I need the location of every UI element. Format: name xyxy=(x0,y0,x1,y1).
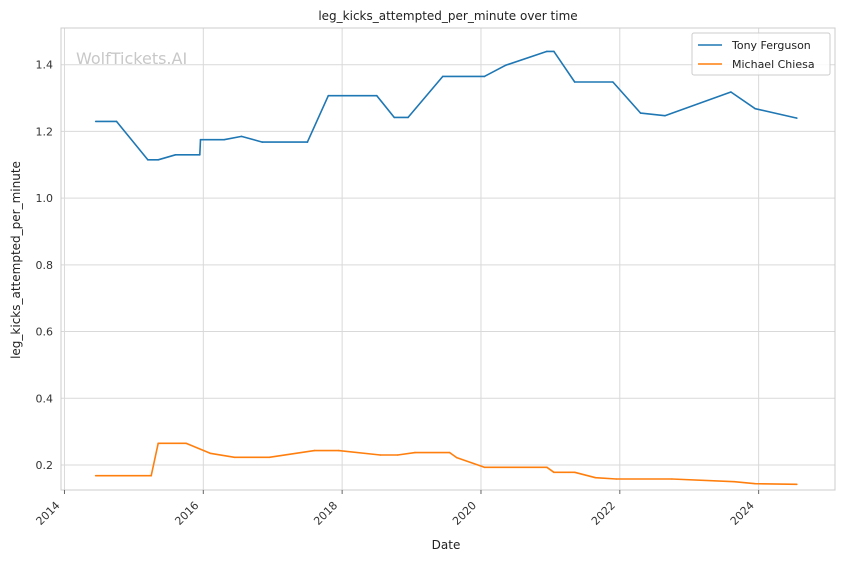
data-point-michael-chiesa xyxy=(233,456,236,459)
legend-label-tony-ferguson: Tony Ferguson xyxy=(731,39,811,52)
data-point-michael-chiesa xyxy=(483,466,486,469)
data-point-tony-ferguson xyxy=(261,141,264,143)
y-tick-label: 0.6 xyxy=(36,326,54,339)
data-point-michael-chiesa xyxy=(157,442,159,445)
data-point-michael-chiesa xyxy=(553,471,555,474)
chart-title: leg_kicks_attempted_per_minute over time xyxy=(318,9,577,23)
data-point-tony-ferguson xyxy=(754,107,756,110)
y-tick-label: 1.0 xyxy=(36,192,54,205)
data-point-michael-chiesa xyxy=(396,454,399,456)
y-axis-ticks: 0.2 0.4 0.6 0.8 1.0 1.2 1.4 xyxy=(36,59,54,472)
data-point-michael-chiesa xyxy=(733,480,736,483)
data-point-michael-chiesa xyxy=(209,452,211,455)
data-point-michael-chiesa xyxy=(337,449,340,452)
data-point-tony-ferguson xyxy=(327,94,330,97)
data-point-tony-ferguson xyxy=(504,64,507,67)
data-point-tony-ferguson xyxy=(174,154,177,156)
data-point-tony-ferguson xyxy=(639,112,642,114)
data-point-tony-ferguson xyxy=(240,135,243,138)
data-point-tony-ferguson xyxy=(664,114,666,117)
data-point-michael-chiesa xyxy=(594,476,597,479)
data-point-michael-chiesa xyxy=(573,471,576,474)
data-point-michael-chiesa xyxy=(313,449,316,452)
data-point-michael-chiesa xyxy=(671,478,673,480)
data-point-michael-chiesa xyxy=(448,451,451,454)
y-tick-label: 0.4 xyxy=(36,392,54,405)
data-point-michael-chiesa xyxy=(754,482,756,485)
data-point-tony-ferguson xyxy=(483,75,486,78)
data-point-tony-ferguson xyxy=(306,141,309,143)
y-tick-label: 1.4 xyxy=(36,59,54,72)
y-tick-label: 1.2 xyxy=(36,125,54,138)
data-point-tony-ferguson xyxy=(573,81,576,83)
data-point-tony-ferguson xyxy=(730,91,732,93)
data-point-tony-ferguson xyxy=(223,138,225,141)
data-point-michael-chiesa xyxy=(455,456,458,459)
legend-box xyxy=(691,32,831,76)
y-tick-label: 0.8 xyxy=(36,259,54,272)
data-point-michael-chiesa xyxy=(94,474,97,477)
data-point-tony-ferguson xyxy=(147,159,149,161)
data-point-tony-ferguson xyxy=(94,120,97,123)
data-point-tony-ferguson xyxy=(546,50,548,53)
data-point-tony-ferguson xyxy=(376,94,378,97)
data-point-michael-chiesa xyxy=(796,483,798,486)
series-line-michael-chiesa xyxy=(95,442,797,486)
x-axis-label: Date xyxy=(432,538,461,552)
series-layer xyxy=(94,50,798,486)
data-point-michael-chiesa xyxy=(150,474,152,477)
data-point-tony-ferguson xyxy=(115,120,118,123)
data-point-michael-chiesa xyxy=(185,442,187,445)
data-point-tony-ferguson xyxy=(553,50,555,53)
legend: Tony Ferguson Michael Chiesa xyxy=(691,32,831,76)
data-point-tony-ferguson xyxy=(393,116,396,119)
data-point-tony-ferguson xyxy=(612,81,614,83)
data-point-tony-ferguson xyxy=(442,75,444,78)
plot-frame xyxy=(60,27,836,491)
y-axis-label: leg_kicks_attempted_per_minute xyxy=(9,161,23,359)
data-point-michael-chiesa xyxy=(615,478,618,480)
y-tick-label: 0.2 xyxy=(36,459,54,472)
data-point-michael-chiesa xyxy=(414,451,416,454)
data-point-tony-ferguson xyxy=(796,117,798,119)
data-point-tony-ferguson xyxy=(199,138,202,141)
data-point-tony-ferguson xyxy=(407,116,409,119)
watermark: WolfTickets.AI xyxy=(76,49,187,68)
data-point-tony-ferguson xyxy=(199,154,201,156)
legend-label-michael-chiesa: Michael Chiesa xyxy=(732,58,815,71)
data-point-michael-chiesa xyxy=(546,466,548,469)
grid-lines xyxy=(61,28,835,490)
data-point-tony-ferguson xyxy=(157,159,159,161)
data-point-michael-chiesa xyxy=(379,454,382,456)
data-point-michael-chiesa xyxy=(268,456,271,459)
